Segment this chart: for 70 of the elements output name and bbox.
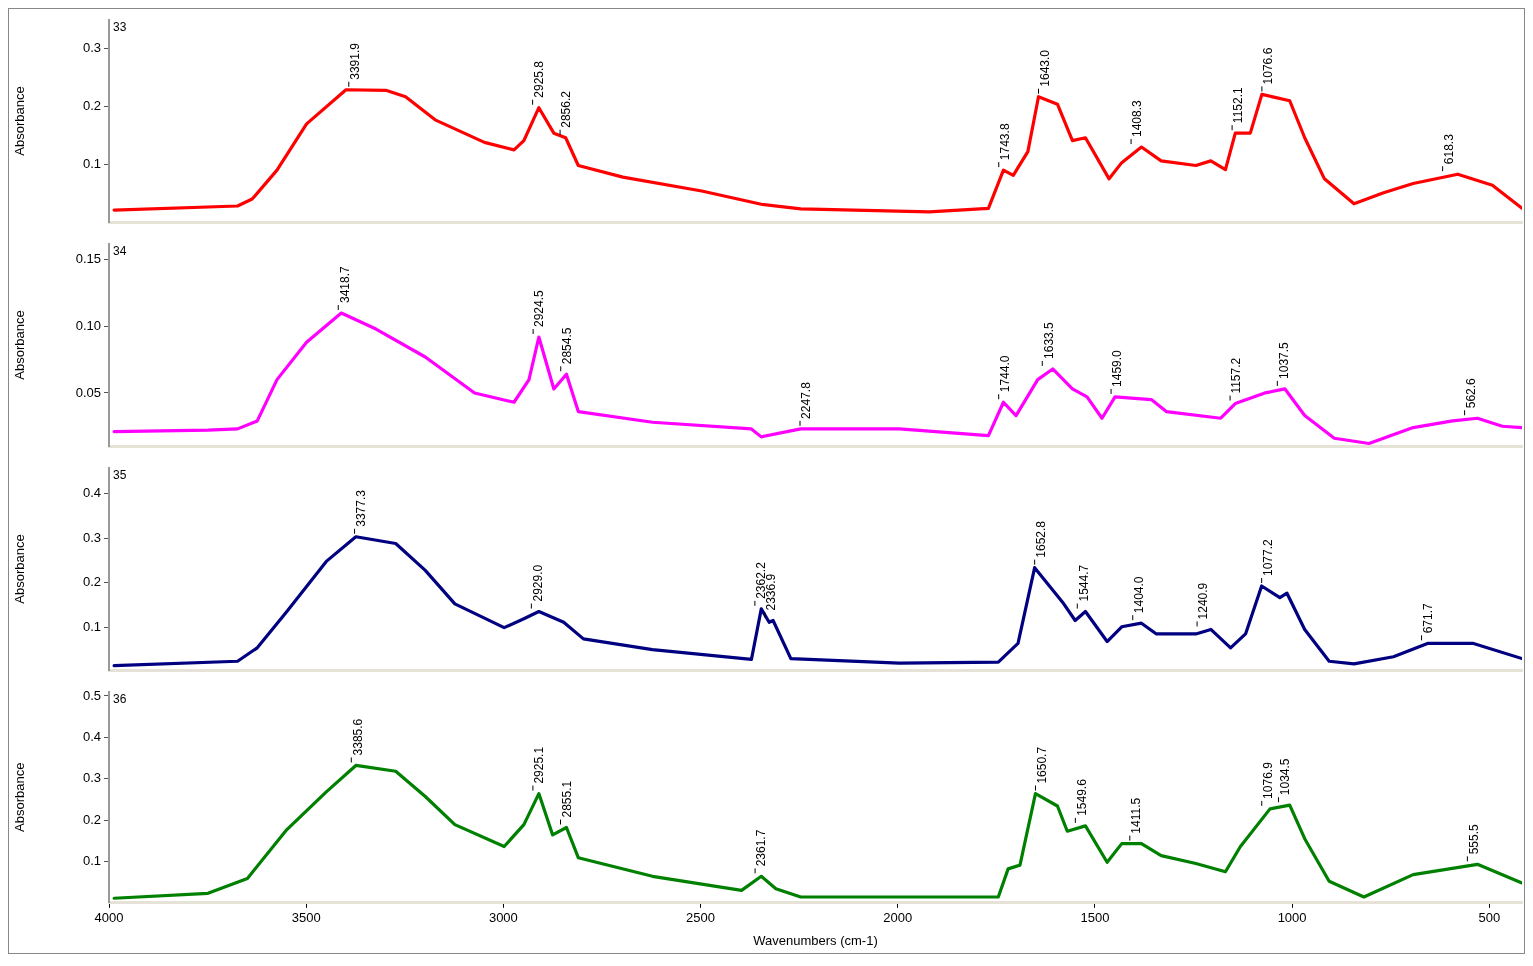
annotation: 1240.9 bbox=[1196, 582, 1211, 620]
x-tick-label: 4000 bbox=[94, 910, 124, 926]
y-tick-label: 0.3 bbox=[82, 770, 101, 786]
annotation: 671.7 bbox=[1420, 602, 1435, 634]
annotation: 1650.7 bbox=[1034, 746, 1049, 784]
y-tick-label: 0.2 bbox=[82, 811, 101, 827]
y-tick-label: 0.1 bbox=[82, 619, 101, 635]
annotation: 3377.3 bbox=[353, 489, 368, 527]
annotation: 1643.0 bbox=[1037, 49, 1052, 87]
annotation: 2856.2 bbox=[559, 90, 574, 128]
x-tick-label: 2500 bbox=[686, 910, 715, 926]
annotation: 3385.6 bbox=[350, 718, 365, 756]
annotation: 1408.3 bbox=[1130, 99, 1145, 138]
chart-title: 35 bbox=[113, 468, 127, 483]
x-axis-title: Wavenumbers (cm-1) bbox=[753, 932, 878, 948]
annotation: 1633.5 bbox=[1041, 321, 1056, 359]
y-tick-label: 0.15 bbox=[75, 251, 101, 267]
annotation: 1652.8 bbox=[1033, 520, 1048, 558]
annotation: 1744.0 bbox=[997, 355, 1012, 393]
y-axis-title: Absorbance bbox=[12, 534, 28, 604]
annotation: 2336.9 bbox=[764, 573, 779, 611]
annotation: 2924.5 bbox=[532, 289, 547, 328]
annotation: 2925.1 bbox=[532, 746, 547, 784]
annotation: 1034.5 bbox=[1277, 758, 1292, 796]
annotation: 3418.7 bbox=[337, 266, 352, 304]
y-tick-label: 0.1 bbox=[82, 155, 101, 171]
x-tick-label: 500 bbox=[1478, 910, 1501, 926]
y-tick-label: 0.2 bbox=[82, 574, 101, 590]
annotation: 2925.8 bbox=[531, 60, 546, 98]
y-tick-label: 0.10 bbox=[75, 317, 101, 333]
y-tick-label: 0.05 bbox=[75, 384, 101, 400]
annotation: 2854.5 bbox=[560, 327, 575, 365]
annotation: 1157.2 bbox=[1229, 357, 1244, 394]
y-tick-label: 0.3 bbox=[82, 529, 101, 545]
y-axis-title: Absorbance bbox=[12, 310, 28, 380]
annotation: 1549.6 bbox=[1074, 778, 1089, 816]
annotation: 2929.0 bbox=[530, 564, 545, 602]
x-tick-label: 3500 bbox=[291, 910, 321, 926]
x-tick-label: 1000 bbox=[1277, 910, 1307, 926]
annotation: 1743.8 bbox=[998, 123, 1013, 161]
annotation: 3391.9 bbox=[348, 42, 363, 80]
annotation: 1459.0 bbox=[1110, 349, 1125, 387]
y-tick-label: 0.4 bbox=[82, 728, 101, 744]
annotation: 1076.6 bbox=[1261, 47, 1276, 85]
x-tick-label: 1500 bbox=[1080, 910, 1110, 926]
annotation: 2361.7 bbox=[754, 829, 769, 867]
y-tick-label: 0.1 bbox=[82, 853, 101, 869]
annotation: 2855.1 bbox=[559, 780, 574, 818]
y-tick-label: 0.2 bbox=[82, 98, 101, 114]
annotation: 1411.5 bbox=[1129, 797, 1144, 834]
annotation: 618.3 bbox=[1441, 133, 1456, 165]
chart-title: 36 bbox=[113, 692, 127, 707]
annotation: 1404.0 bbox=[1132, 576, 1147, 614]
annotation: 562.6 bbox=[1463, 377, 1478, 409]
y-tick-label: 0.4 bbox=[82, 484, 101, 500]
annotation: 1544.7 bbox=[1076, 564, 1091, 602]
x-tick-label: 2000 bbox=[883, 910, 913, 926]
annotation: 1152.1 bbox=[1231, 87, 1246, 124]
chart-title: 33 bbox=[113, 20, 127, 35]
y-tick-label: 0.3 bbox=[82, 40, 101, 56]
y-axis-title: Absorbance bbox=[12, 86, 28, 156]
annotation: 555.5 bbox=[1466, 823, 1481, 855]
y-tick-label: 0.5 bbox=[82, 687, 101, 703]
annotation: 1077.2 bbox=[1260, 538, 1275, 577]
annotation: 1076.9 bbox=[1261, 761, 1276, 799]
x-tick-label: 3000 bbox=[488, 910, 518, 926]
annotation: 1037.5 bbox=[1276, 341, 1291, 379]
y-axis-title: Absorbance bbox=[12, 762, 28, 832]
chart-title: 34 bbox=[113, 244, 127, 259]
annotation: 2247.8 bbox=[799, 381, 814, 419]
